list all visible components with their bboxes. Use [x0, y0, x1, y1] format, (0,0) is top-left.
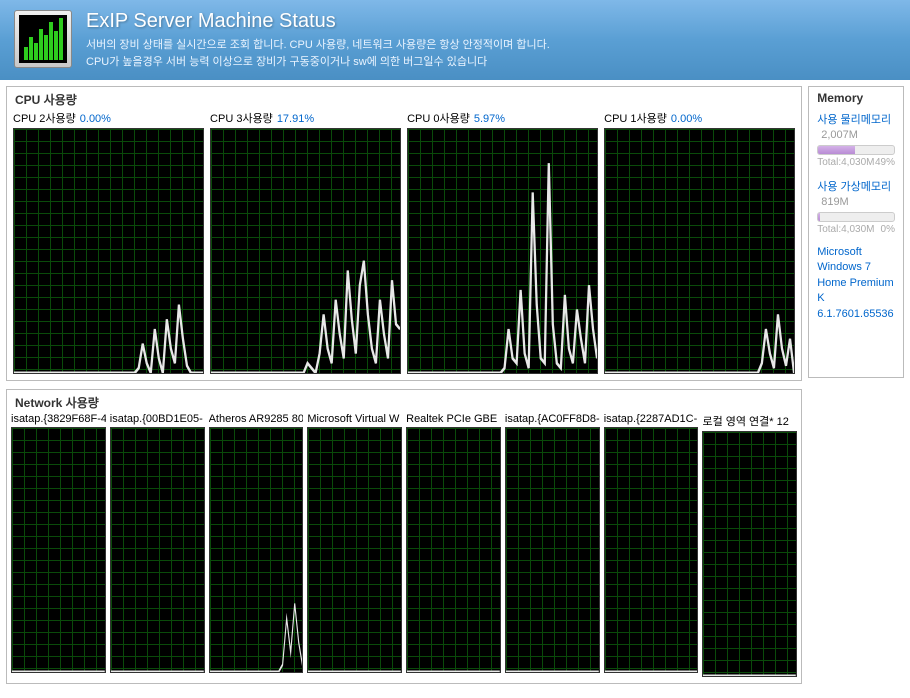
- virt-mem-value: 819M: [821, 196, 849, 208]
- net-chart: [11, 427, 106, 673]
- net-label: isatap.{00BD1E05-: [110, 413, 205, 425]
- phys-mem-total: Total:4,030M: [817, 157, 874, 168]
- os-info: Microsoft Windows 7 Home Premium K 6.1.7…: [817, 245, 895, 322]
- net-chart: [110, 427, 205, 673]
- os-name: Microsoft Windows 7: [817, 245, 895, 276]
- phys-mem-bar: [817, 145, 895, 155]
- cpu-label: CPU 1사용량0.00%: [604, 110, 795, 126]
- net-chart: [505, 427, 600, 673]
- cpu-panel: CPU 사용량 CPU 2사용량0.00% CPU 3사용량17.91% CPU 0…: [6, 86, 802, 381]
- cpu-panel-title: CPU 사용량: [7, 87, 801, 110]
- network-panel-title: Network 사용량: [7, 390, 801, 413]
- net-chart: [307, 427, 402, 673]
- virt-mem-bar: [817, 212, 895, 222]
- net-chart: [702, 431, 797, 677]
- net-cell-3: Microsoft Virtual W: [307, 413, 402, 677]
- net-cell-2: Atheros AR9285 80: [209, 413, 304, 677]
- virt-mem-label: 사용 가상메모리: [817, 181, 891, 193]
- cpu-label: CPU 0사용량5.97%: [407, 110, 598, 126]
- page-title: ExIP Server Machine Status: [86, 10, 896, 33]
- os-version: 6.1.7601.65536: [817, 307, 895, 322]
- virt-mem-pct: 0%: [881, 224, 895, 235]
- header-desc-2: CPU가 높을경우 서버 능력 이상으로 장비가 구동중이거나 sw에 의한 버…: [86, 54, 896, 71]
- net-label: isatap.{3829F68F-4: [11, 413, 106, 425]
- cpu-pct: 17.91%: [277, 113, 314, 125]
- cpu-label: CPU 3사용량17.91%: [210, 110, 401, 126]
- cpu-cell-2: CPU 0사용량5.97%: [407, 110, 598, 374]
- network-panel: Network 사용량 isatap.{3829F68F-4 isatap.{00…: [6, 389, 802, 684]
- os-edition: Home Premium K: [817, 276, 895, 307]
- header-text: ExIP Server Machine Status 서버의 장비 상태를 실시…: [86, 10, 896, 70]
- phys-mem-pct: 49%: [875, 157, 895, 168]
- net-cell-0: isatap.{3829F68F-4: [11, 413, 106, 677]
- net-chart: [209, 427, 304, 673]
- net-chart: [604, 427, 699, 673]
- cpu-cell-0: CPU 2사용량0.00%: [13, 110, 204, 374]
- cpu-chart: [13, 128, 204, 374]
- cpu-pct: 0.00%: [80, 113, 111, 125]
- cpu-chart: [604, 128, 795, 374]
- phys-mem-value: 2,007M: [821, 129, 858, 141]
- phys-mem-label: 사용 물리메모리: [817, 114, 891, 126]
- header-desc-1: 서버의 장비 상태를 실시간으로 조회 합니다. CPU 사용량, 네트워크 사…: [86, 37, 896, 54]
- net-label: isatap.{2287AD1C-: [604, 413, 699, 425]
- cpu-pct: 5.97%: [474, 113, 505, 125]
- cpu-cell-3: CPU 1사용량0.00%: [604, 110, 795, 374]
- virt-mem-total: Total:4,030M: [817, 224, 874, 235]
- net-label: 로컬 영역 연결* 12: [702, 413, 797, 429]
- net-cell-4: Realtek PCIe GBE F: [406, 413, 501, 677]
- net-cell-5: isatap.{AC0FF8D8-2: [505, 413, 600, 677]
- net-label: Realtek PCIe GBE F: [406, 413, 501, 425]
- status-icon: [14, 10, 72, 68]
- net-label: Atheros AR9285 80: [209, 413, 304, 425]
- cpu-label: CPU 2사용량0.00%: [13, 110, 204, 126]
- cpu-cell-1: CPU 3사용량17.91%: [210, 110, 401, 374]
- cpu-chart: [407, 128, 598, 374]
- net-label: isatap.{AC0FF8D8-2: [505, 413, 600, 425]
- memory-panel-title: Memory: [809, 87, 903, 107]
- net-chart: [406, 427, 501, 673]
- net-label: Microsoft Virtual W: [307, 413, 402, 425]
- net-cell-6: isatap.{2287AD1C-: [604, 413, 699, 677]
- net-cell-1: isatap.{00BD1E05-: [110, 413, 205, 677]
- cpu-pct: 0.00%: [671, 113, 702, 125]
- net-cell-7: 로컬 영역 연결* 12: [702, 413, 797, 677]
- header: ExIP Server Machine Status 서버의 장비 상태를 실시…: [0, 0, 910, 80]
- cpu-chart: [210, 128, 401, 374]
- memory-panel: Memory 사용 물리메모리 2,007M Total:4,030M 49% …: [808, 86, 904, 378]
